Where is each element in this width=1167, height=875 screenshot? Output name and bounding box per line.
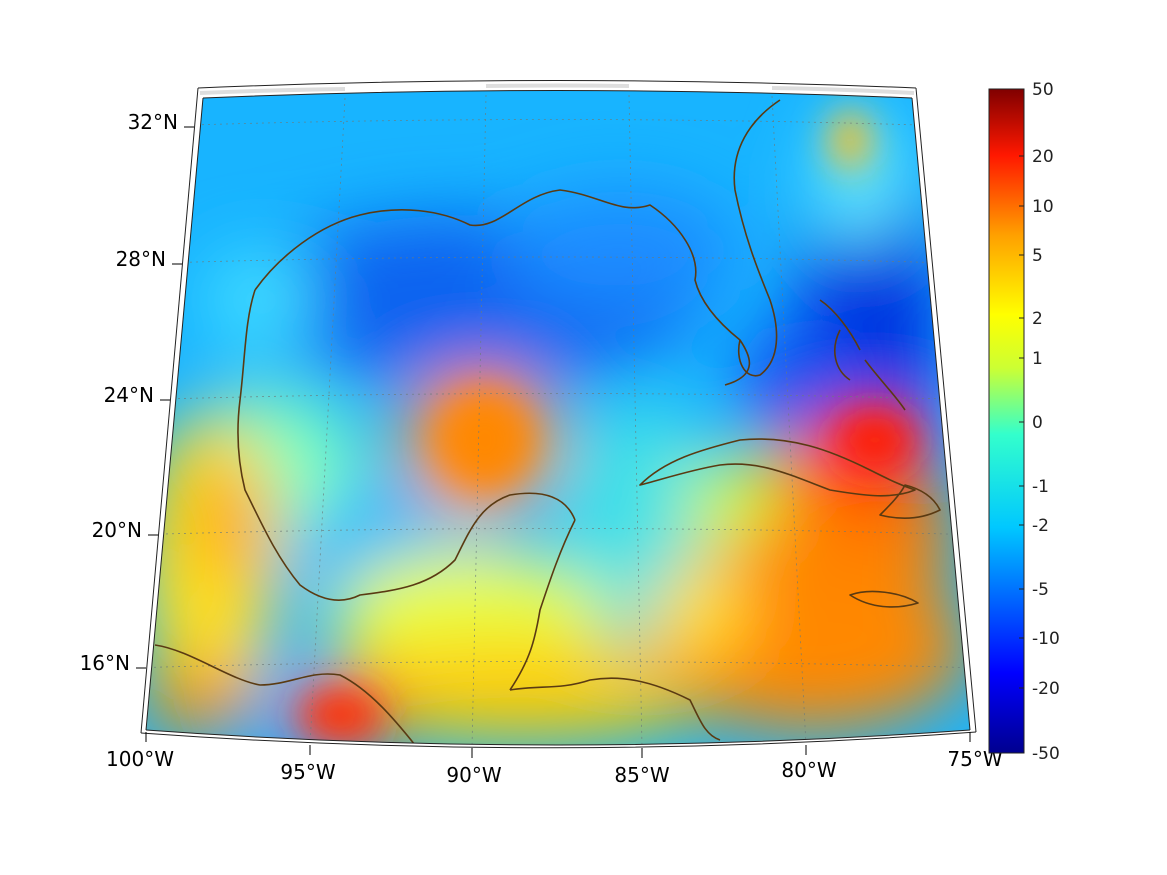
gulf-coastline [254,189,751,386]
graticule [146,94,970,745]
pacific-coastline [154,644,416,745]
colorbar-label-50: 50 [1032,80,1054,100]
coastlines [154,99,941,745]
colorbar: 50 20 10 5 2 1 0 -1 -2 -5 -10 -20 -50 [988,80,1060,764]
florida-coastline [733,99,781,377]
colorbar-label-neg10: -10 [1032,629,1060,649]
lon-label-80w: 80°W [781,758,836,782]
colorbar-label-0: 0 [1032,413,1043,433]
colorbar-ticks [1019,155,1024,689]
lat-labels: 32°N 28°N 24°N 20°N 16°N [80,110,178,675]
lat-label-24n: 24°N [104,383,154,407]
colorbar-label-neg5: -5 [1032,580,1049,600]
colorbar-label-1: 1 [1032,349,1043,369]
map-frame [140,80,977,749]
lat-label-20n: 20°N [92,518,142,542]
mexico-coastline [237,289,576,601]
colorbar-label-neg2: -2 [1032,516,1049,536]
colorbar-label-neg50: -50 [1032,744,1060,764]
jamaica-coastline [849,590,919,608]
lat-label-28n: 28°N [116,247,166,271]
colorbar-label-10: 10 [1032,197,1054,217]
lon-label-95w: 95°W [280,760,335,784]
colorbar-label-5: 5 [1032,246,1043,266]
colorbar-label-neg20: -20 [1032,679,1060,699]
map-field [146,90,970,745]
lon-label-85w: 85°W [614,763,669,787]
central-america-coastline [509,677,721,741]
colorbar-label-neg1: -1 [1032,477,1049,497]
colorbar-gradient [988,88,1025,754]
lat-label-16n: 16°N [80,651,130,675]
colorbar-label-2: 2 [1032,309,1043,329]
hispaniola-coastline [879,484,941,520]
lon-label-90w: 90°W [446,763,501,787]
field-blobs [146,110,970,745]
bahamas-coastline [819,299,906,411]
lon-label-100w: 100°W [106,747,174,771]
colorbar-label-20: 20 [1032,147,1054,167]
cuba-coastline [639,438,916,497]
lat-label-32n: 32°N [128,110,178,134]
lon-labels: 100°W 95°W 90°W 85°W 80°W 75°W [106,747,1003,787]
yucatan-coastline [509,519,576,691]
axis-ticks [136,126,971,758]
